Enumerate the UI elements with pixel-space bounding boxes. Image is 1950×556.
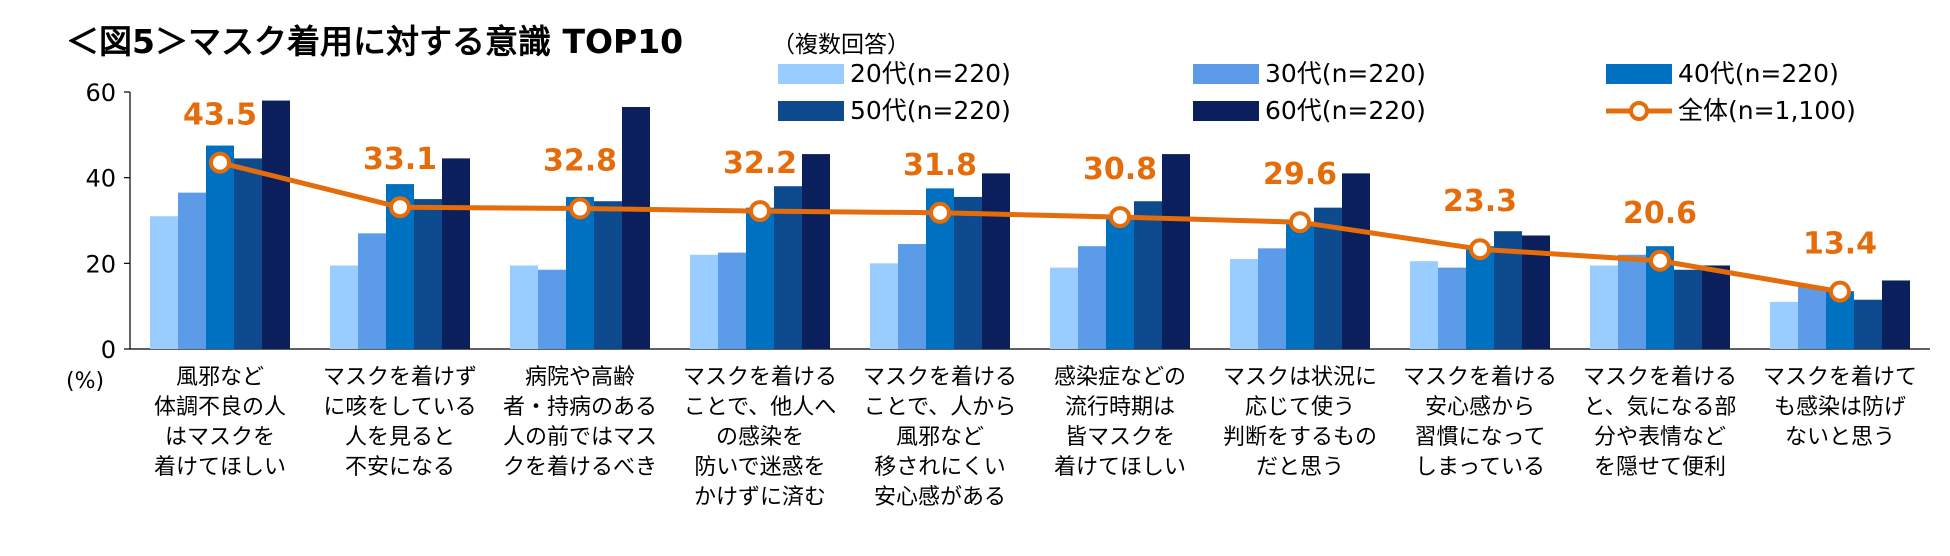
- bar: [898, 244, 926, 349]
- line-point: [569, 197, 591, 220]
- category-label: マスクを着けると、気になる部分や表情などを隠せて便利: [1583, 365, 1737, 480]
- data-label: 20.6: [1623, 196, 1697, 231]
- y-tick-label: 60: [85, 79, 116, 107]
- data-label: 29.6: [1263, 157, 1337, 192]
- bar: [746, 207, 774, 349]
- legend-swatch: [778, 64, 844, 84]
- bar: [1854, 299, 1882, 349]
- data-label: 13.4: [1803, 227, 1877, 262]
- category-label: マスクを着けずに咳をしている人を見ると不安になる: [323, 365, 477, 480]
- bar: [1590, 265, 1618, 349]
- line-point: [1829, 280, 1851, 303]
- line-series: 43.5 33.1 32.8 32.2 31.8 30.8 29.6 23.3 20.6 13.4: [183, 98, 1877, 303]
- bar: [538, 269, 566, 349]
- bar: [1106, 216, 1134, 349]
- line-point: [1469, 238, 1491, 261]
- bar: [206, 145, 234, 349]
- line-point: [209, 151, 231, 174]
- data-label: 32.2: [723, 146, 797, 181]
- legend-swatch: [1193, 64, 1259, 84]
- bar: [234, 158, 262, 349]
- bar: [1078, 246, 1106, 349]
- bar: [178, 192, 206, 349]
- bar: [566, 196, 594, 349]
- bar: [1286, 222, 1314, 349]
- legend-swatch: [1606, 64, 1672, 84]
- bars: [150, 100, 1910, 349]
- category-label: 風邪など体調不良の人はマスクを着けてほしい: [154, 365, 286, 480]
- bar: [1230, 259, 1258, 349]
- y-axis-unit: (%): [66, 369, 104, 394]
- line-point: [929, 201, 951, 224]
- category-labels: 風邪など体調不良の人はマスクを着けてほしいマスクを着けずに咳をしている人を見ると…: [154, 365, 1917, 510]
- bar: [1342, 173, 1370, 349]
- line-point: [1649, 249, 1671, 272]
- bar: [954, 196, 982, 349]
- data-label: 43.5: [183, 98, 257, 133]
- y-tick-label: 20: [85, 250, 116, 278]
- bar: [1410, 261, 1438, 349]
- legend-swatch: [778, 101, 844, 121]
- bar: [690, 254, 718, 349]
- bar: [718, 252, 746, 349]
- category-label: マスクを着ける安心感から習慣になってしまっている: [1403, 365, 1557, 480]
- data-label: 31.8: [903, 148, 977, 183]
- bar: [1702, 265, 1730, 349]
- bar: [802, 154, 830, 349]
- bar: [982, 173, 1010, 349]
- legend-line-marker: [1629, 101, 1649, 121]
- legend-label: 20代(n=220): [850, 59, 1011, 88]
- line-point: [1289, 211, 1311, 234]
- bar: [1314, 207, 1342, 349]
- bar: [1438, 267, 1466, 349]
- legend-label: 60代(n=220): [1265, 96, 1426, 125]
- data-label: 32.8: [543, 144, 617, 179]
- data-label: 33.1: [363, 142, 437, 177]
- legend: 20代(n=220) 30代(n=220) 40代(n=220) 50代(n=220)…: [778, 59, 1856, 125]
- category-label: マスクを着けることで、他人への感染を防いで迷惑をかけずに済む: [683, 365, 837, 510]
- bar: [330, 265, 358, 349]
- line-point: [389, 196, 411, 219]
- legend-label: 50代(n=220): [850, 96, 1011, 125]
- bar: [1798, 286, 1826, 349]
- bar: [262, 100, 290, 349]
- bar: [1466, 246, 1494, 349]
- bar: [1050, 267, 1078, 349]
- bar: [1770, 301, 1798, 349]
- category-label: マスクを着けても感染は防げないと思う: [1763, 365, 1917, 450]
- category-label: 感染症などの流行時期は皆マスクを着けてほしい: [1054, 365, 1186, 480]
- y-tick-label: 0: [101, 336, 116, 364]
- category-label: 病院や高齢者・持病のある人の前ではマスクを着けるべき: [503, 365, 657, 480]
- total-line: [219, 160, 1841, 295]
- bar: [358, 233, 386, 349]
- data-label: 23.3: [1443, 184, 1517, 219]
- legend-label: 全体(n=1,100): [1678, 96, 1856, 125]
- bar: [1134, 201, 1162, 349]
- bar: [414, 199, 442, 349]
- bar: [594, 201, 622, 349]
- bar: [150, 216, 178, 349]
- bar: [1162, 154, 1190, 349]
- legend-label: 40代(n=220): [1678, 59, 1839, 88]
- bar: [1674, 269, 1702, 349]
- line-point: [1109, 206, 1131, 229]
- bar: [442, 158, 470, 349]
- bar: [1258, 248, 1286, 349]
- chart-title: ＜図5＞マスク着用に対する意識 TOP10: [66, 22, 683, 61]
- bar: [870, 263, 898, 349]
- bar: [1882, 280, 1910, 349]
- data-label: 30.8: [1083, 152, 1157, 187]
- category-label: マスクを着けることで、人から風邪など移されにくい安心感がある: [863, 365, 1017, 510]
- legend-swatch: [1193, 101, 1259, 121]
- chart-subtitle: （複数回答）: [772, 32, 910, 58]
- category-label: マスクは状況に応じて使う判断をするものだと思う: [1223, 365, 1377, 480]
- legend-label: 30代(n=220): [1265, 59, 1426, 88]
- bar: [510, 265, 538, 349]
- y-tick-label: 40: [85, 165, 116, 193]
- bar: [622, 106, 650, 349]
- bar: [1618, 254, 1646, 349]
- line-point: [749, 200, 771, 223]
